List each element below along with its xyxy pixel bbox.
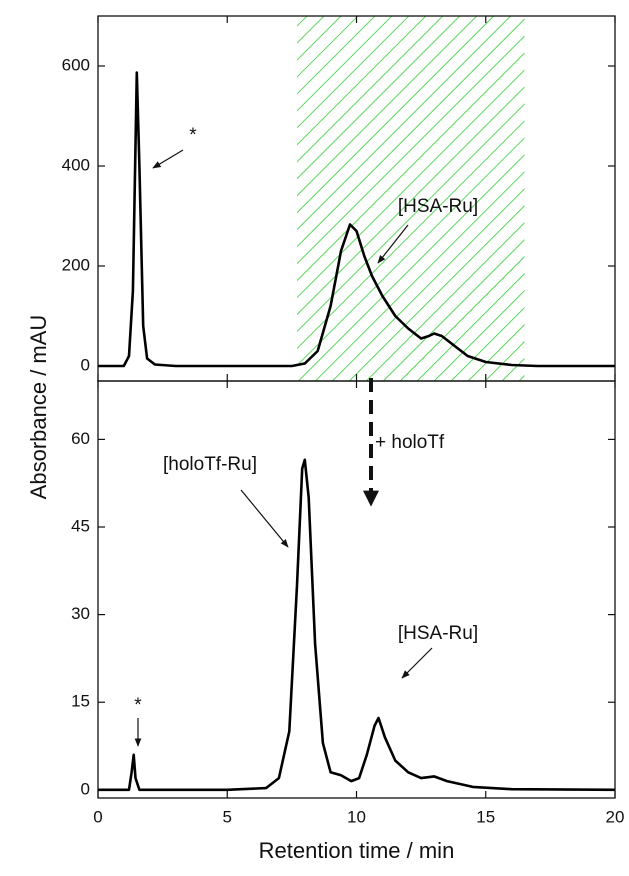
y-tick-label: 60 bbox=[71, 429, 90, 448]
annotation: * bbox=[189, 125, 197, 146]
y-axis-label: Absorbance / mAU bbox=[26, 315, 51, 500]
y-tick-label: 600 bbox=[62, 55, 90, 74]
y-tick-label: 15 bbox=[71, 692, 90, 711]
y-tick-label: 30 bbox=[71, 604, 90, 623]
annotation: * bbox=[134, 695, 142, 716]
shaded-region bbox=[297, 16, 525, 381]
x-tick-label: 10 bbox=[347, 807, 366, 826]
x-tick-label: 20 bbox=[606, 807, 625, 826]
x-tick-label: 0 bbox=[93, 807, 102, 826]
y-tick-label: 400 bbox=[62, 155, 90, 174]
plot-frame bbox=[97, 380, 616, 799]
arrow bbox=[152, 149, 184, 169]
annotation-arrows bbox=[134, 149, 433, 747]
annotation: [HSA-Ru] bbox=[398, 623, 478, 644]
y-tick-label: 0 bbox=[81, 355, 90, 374]
arrow bbox=[401, 647, 433, 679]
y-tick-label: 0 bbox=[81, 779, 90, 798]
annotation: [holoTf-Ru] bbox=[163, 454, 257, 475]
arrow bbox=[240, 489, 289, 548]
y-tick-label: 200 bbox=[62, 255, 90, 274]
y-tick-label: 45 bbox=[71, 516, 90, 535]
data-line bbox=[98, 458, 616, 792]
annotation: [HSA-Ru] bbox=[398, 196, 478, 217]
x-tick-label: 15 bbox=[476, 807, 495, 826]
x-axis-label: Retention time / min bbox=[259, 838, 455, 863]
arrow bbox=[377, 224, 409, 264]
annotation: + holoTf bbox=[375, 432, 445, 453]
data-line bbox=[98, 71, 615, 368]
x-tick-label: 5 bbox=[223, 807, 232, 826]
